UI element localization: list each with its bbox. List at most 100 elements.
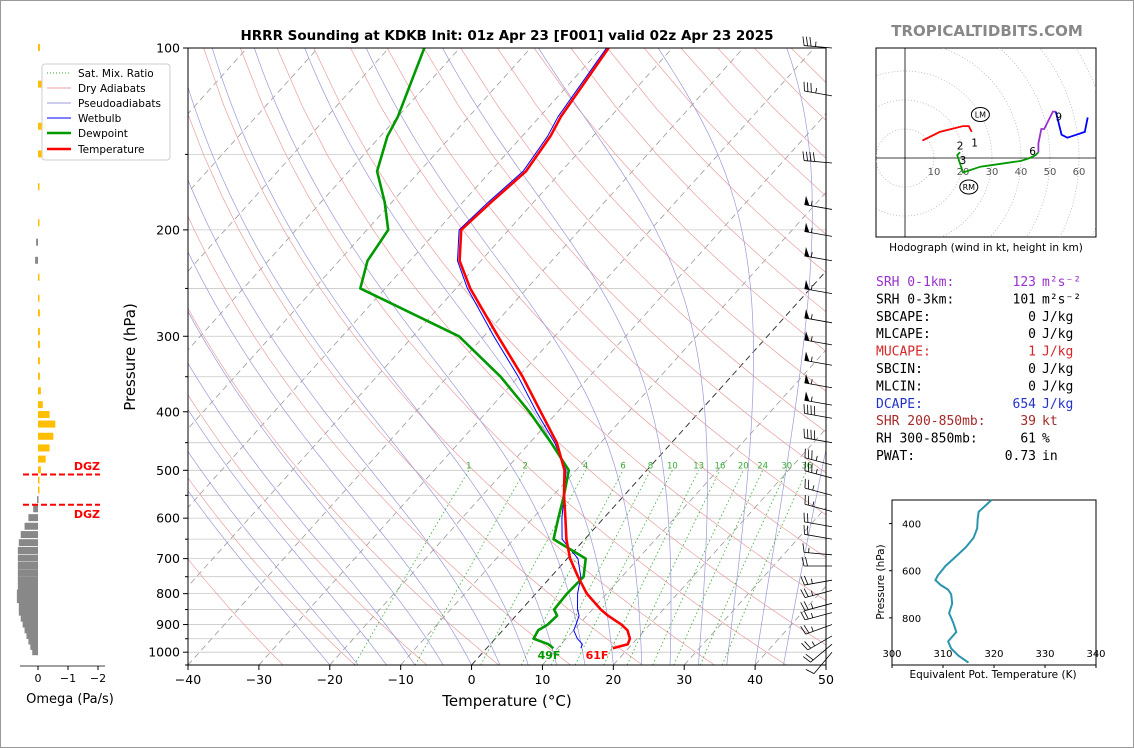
barb-full: [804, 641, 812, 649]
wind-barb: [801, 556, 832, 567]
barb-staff: [804, 317, 833, 324]
barb-staff: [804, 521, 833, 528]
barb-staff: [804, 612, 833, 621]
pseudoadiabat: [188, 408, 387, 665]
omega-bar: [20, 531, 38, 539]
x-tick-label: −20: [317, 672, 343, 687]
barb-pennant: [804, 331, 810, 341]
wind-barb: [804, 195, 833, 210]
omega-bar: [17, 576, 38, 584]
chart-title: HRRR Sounding at KDKB Init: 01z Apr 23 […: [240, 28, 773, 44]
dry-adiabat: [203, 48, 715, 665]
index-label: SBCIN:: [876, 362, 923, 377]
omega-bar: [17, 554, 38, 562]
barb-full: [801, 556, 805, 567]
isotherm: [542, 349, 826, 665]
index-unit: J/kg: [1042, 345, 1073, 360]
omega-bar: [26, 631, 38, 639]
hodo-marker-lm: [970, 107, 990, 122]
pseudoadiabat: [365, 48, 643, 665]
omega-bar: [38, 309, 40, 317]
barb-half: [815, 455, 818, 461]
wind-barb: [804, 391, 833, 406]
omega-bar: [22, 620, 38, 628]
barb-full: [803, 601, 809, 610]
barb-half: [811, 578, 813, 584]
index-value: 1: [1028, 345, 1036, 360]
wind-barb: [804, 478, 833, 496]
wind-barb: [800, 588, 833, 598]
index-value: 654: [1013, 397, 1037, 412]
skewt-panel: −40 −30 −20 −10 0 10 20 30 40 50 100 200 300 400 500 60…: [41, 41, 834, 710]
omega-bar: [35, 256, 38, 264]
index-label: SHR 200-850mb:: [876, 414, 986, 429]
indices-table: SRH 0-1km: 123 m²s⁻² SRH 0-3km: 101 m²s⁻² SBCA…: [876, 275, 1081, 464]
x-tick-label: 30: [676, 672, 692, 687]
barb-staff: [804, 551, 833, 556]
dgz-label-top: DGZ: [74, 460, 100, 473]
hodo-height-label: 2: [957, 140, 964, 152]
wind-barb: [803, 81, 833, 97]
dry-adiabat: [497, 48, 826, 392]
index-unit: J/kg: [1042, 362, 1073, 377]
mixing-ratio-line: [353, 470, 470, 665]
barb-half: [812, 501, 815, 507]
omega-bar: [38, 357, 40, 365]
theta-e-line: [934, 499, 993, 664]
dry-adiabat: [350, 48, 826, 558]
skewt-background-lines: [188, 48, 826, 665]
barb-staff: [807, 635, 833, 651]
dry-adiabat: [570, 48, 826, 313]
index-unit: J/kg: [1042, 310, 1073, 325]
wind-barb: [802, 543, 833, 556]
omega-bar: [38, 219, 40, 227]
theta-x-label: 300: [882, 649, 901, 660]
hodo-segment-1-3km: [956, 151, 1040, 174]
barb-full: [802, 36, 805, 46]
omega-bar: [30, 642, 38, 650]
dry-adiabat: [188, 215, 571, 665]
index-label: MLCAPE:: [876, 327, 931, 342]
barb-full: [802, 151, 805, 161]
mixing-ratio-label: 24: [757, 461, 768, 471]
omega-bar: [18, 602, 38, 610]
barb-full: [803, 575, 809, 585]
omega-bar: [38, 411, 50, 419]
barb-staff: [810, 643, 833, 663]
barb-half: [810, 396, 813, 402]
omega-bar: [38, 294, 40, 302]
theta-y-label: 800: [902, 614, 921, 625]
barb-pennant: [804, 195, 810, 206]
barb-half: [810, 336, 813, 342]
barb-staff: [804, 45, 833, 49]
index-unit: m²s⁻²: [1042, 275, 1081, 290]
wind-barb: [802, 151, 833, 164]
dry-adiabat: [239, 48, 787, 665]
barb-staff: [804, 589, 833, 598]
omega-bar: [38, 273, 40, 281]
dry-adiabat: [460, 48, 826, 433]
barb-full: [809, 151, 812, 162]
omega-dgz-lines: [20, 473, 105, 667]
surface-temp-label: 61F: [586, 649, 609, 662]
x-tick-label: 50: [818, 672, 834, 687]
mixing-ratio-line: [550, 470, 651, 665]
barb-full: [805, 151, 808, 161]
isotherm: [188, 48, 461, 351]
dry-adiabat: [188, 477, 356, 665]
hodograph-frame: [875, 47, 1097, 238]
barb-full: [800, 626, 807, 635]
barb-half: [810, 356, 813, 362]
omega-bar: [38, 44, 40, 51]
legend: Sat. Mix. Ratio Dry Adiabats Pseudoadiab…: [41, 63, 171, 161]
wind-barb: [803, 404, 833, 419]
barb-staff: [804, 437, 833, 444]
wind-barb: [804, 351, 833, 366]
theta-e-content: 300 310 320 330 340 400 600 800: [882, 499, 1106, 668]
omega-bar: [16, 589, 38, 597]
hodo-tick-label: 10: [928, 167, 941, 178]
mixing-ratio-label: 13: [693, 461, 704, 471]
omega-bar: [38, 327, 40, 335]
legend-dry: Dry Adiabats: [78, 83, 146, 95]
